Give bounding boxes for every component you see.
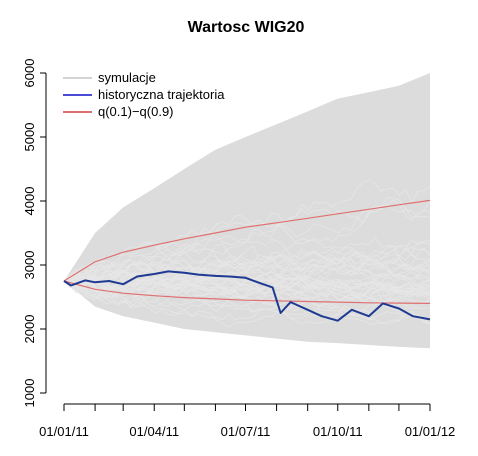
x-ticks: 01/01/11 01/04/11 01/07/11 01/10/11 01/01/12: [39, 404, 455, 439]
simulation-path: [63, 272, 431, 301]
legend-label-historyczna: historyczna trajektoria: [98, 87, 225, 102]
simulation-path: [63, 266, 431, 301]
series-line-q-0-9: [63, 199, 431, 282]
y-tick-label: 1000: [22, 379, 37, 408]
legend-label-symulacje: symulacje: [98, 70, 156, 85]
y-tick-label: 5000: [22, 123, 37, 152]
x-tick-label: 01/04/11: [129, 424, 179, 439]
y-tick-label: 2000: [22, 315, 37, 344]
x-tick-label: 01/10/11: [313, 424, 363, 439]
chart-title: Wartosc WIG20: [188, 19, 305, 36]
simulation-path: [63, 179, 431, 288]
x-tick-label: 01/07/11: [221, 424, 271, 439]
y-ticks: 1000 2000 3000 4000 5000 6000: [22, 59, 46, 408]
simulation-path: [63, 258, 431, 325]
simulation-path: [63, 262, 431, 297]
simulation-path: [63, 268, 431, 312]
x-tick-label: 01/01/12: [405, 424, 456, 439]
x-tick-label: 01/01/11: [39, 424, 89, 439]
simulation-cloud: [63, 73, 431, 349]
series-layer: [63, 199, 431, 322]
y-tick-label: 3000: [22, 251, 37, 280]
legend-label-quantiles: q(0.1)−q(0.9): [98, 104, 174, 119]
legend: symulacje historyczna trajektoria q(0.1)…: [63, 70, 225, 119]
y-tick-label: 4000: [22, 187, 37, 216]
series-line-historyczna-trajektoria: [63, 270, 431, 322]
simulation-path: [63, 280, 431, 322]
y-axis: 1000 2000 3000 4000 5000 6000: [22, 59, 47, 408]
simulation-path: [63, 251, 431, 287]
simulation-path: [63, 280, 431, 328]
simulation-path: [63, 256, 431, 289]
y-tick-label: 6000: [22, 59, 37, 88]
simulation-path: [63, 270, 431, 325]
series-line-q-0-1: [63, 280, 431, 304]
x-axis: 01/01/11 01/04/11 01/07/11 01/10/11 01/01/12: [39, 403, 455, 439]
